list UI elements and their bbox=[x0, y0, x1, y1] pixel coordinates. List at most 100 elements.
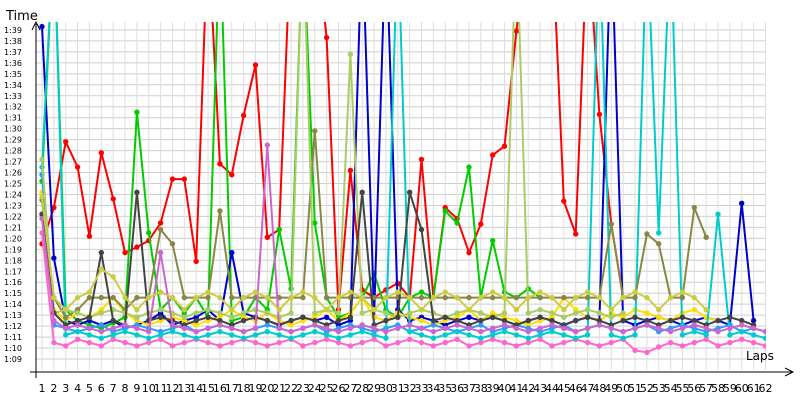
data-point bbox=[608, 314, 614, 320]
x-tick-label: 53 bbox=[652, 382, 666, 395]
data-point bbox=[537, 294, 543, 301]
x-tick-label: 25 bbox=[320, 382, 334, 395]
data-point bbox=[513, 28, 520, 34]
data-point bbox=[193, 310, 199, 316]
data-point bbox=[134, 109, 140, 115]
data-point bbox=[312, 294, 318, 301]
data-point bbox=[157, 249, 164, 256]
data-point bbox=[181, 325, 187, 331]
data-point bbox=[193, 335, 199, 341]
data-point bbox=[229, 249, 235, 256]
data-point bbox=[454, 317, 460, 324]
data-point bbox=[561, 332, 567, 338]
data-point bbox=[549, 310, 555, 316]
data-point bbox=[74, 310, 81, 316]
data-point bbox=[359, 328, 365, 335]
x-tick-label: 23 bbox=[296, 382, 310, 395]
data-point bbox=[644, 317, 650, 324]
data-point bbox=[240, 335, 247, 341]
series-11 bbox=[39, 193, 709, 313]
data-point bbox=[157, 332, 164, 338]
data-point bbox=[276, 325, 282, 331]
data-point bbox=[750, 317, 757, 324]
data-point bbox=[134, 244, 140, 250]
data-point bbox=[620, 294, 626, 301]
data-point bbox=[229, 325, 235, 331]
data-point bbox=[157, 336, 164, 342]
data-point bbox=[181, 314, 187, 320]
x-tick-label: 40 bbox=[498, 382, 512, 395]
data-point bbox=[656, 325, 662, 331]
data-point bbox=[157, 314, 164, 320]
data-point bbox=[584, 307, 591, 313]
data-point bbox=[537, 336, 543, 342]
data-point bbox=[490, 289, 496, 295]
x-tick-label: 31 bbox=[391, 382, 405, 395]
data-point bbox=[347, 289, 354, 295]
data-point bbox=[632, 325, 638, 331]
data-point bbox=[240, 112, 247, 119]
x-tick-label: 16 bbox=[213, 382, 227, 395]
y-tick-label: 1:25 bbox=[4, 180, 22, 189]
data-point bbox=[264, 310, 270, 316]
x-tick-label: 33 bbox=[415, 382, 429, 395]
data-point bbox=[300, 325, 306, 331]
data-point bbox=[490, 325, 496, 331]
data-point bbox=[229, 294, 235, 301]
data-point bbox=[359, 294, 365, 301]
data-point bbox=[620, 310, 626, 316]
y-tick-label: 1:14 bbox=[4, 300, 22, 309]
data-point bbox=[145, 328, 152, 335]
series-line bbox=[41, 22, 625, 311]
data-point bbox=[466, 325, 472, 331]
data-point bbox=[715, 343, 721, 349]
x-tick-label: 5 bbox=[86, 382, 93, 395]
data-point bbox=[240, 294, 247, 301]
data-point bbox=[312, 220, 318, 226]
data-point bbox=[501, 294, 508, 301]
data-point bbox=[98, 343, 104, 349]
data-point bbox=[537, 332, 543, 338]
data-point bbox=[442, 314, 448, 320]
data-point bbox=[573, 335, 579, 341]
data-point bbox=[608, 332, 614, 338]
data-point bbox=[454, 336, 460, 342]
data-point bbox=[549, 343, 555, 349]
data-point bbox=[513, 343, 520, 349]
data-point bbox=[181, 307, 187, 313]
data-point bbox=[359, 322, 365, 328]
data-point bbox=[478, 339, 484, 346]
data-point bbox=[501, 310, 508, 316]
data-point bbox=[644, 231, 650, 237]
data-point bbox=[371, 325, 377, 331]
data-point bbox=[181, 176, 187, 182]
data-point bbox=[323, 325, 330, 331]
x-tick-label: 3 bbox=[62, 382, 69, 395]
data-point bbox=[134, 332, 140, 338]
data-point bbox=[74, 164, 81, 170]
data-point bbox=[501, 317, 508, 324]
data-point bbox=[371, 307, 377, 313]
data-point bbox=[252, 339, 259, 346]
data-point bbox=[181, 294, 187, 301]
data-point bbox=[703, 332, 709, 338]
data-point bbox=[620, 335, 626, 341]
data-point bbox=[86, 339, 93, 346]
data-point bbox=[632, 332, 638, 338]
data-point bbox=[74, 328, 81, 335]
data-point bbox=[501, 339, 508, 346]
data-point bbox=[110, 196, 116, 202]
x-tick-label: 49 bbox=[604, 382, 618, 395]
data-point bbox=[312, 317, 318, 324]
data-point bbox=[442, 339, 448, 346]
data-point bbox=[335, 294, 342, 301]
data-point bbox=[407, 336, 413, 342]
x-tick-label: 29 bbox=[367, 382, 381, 395]
data-point bbox=[86, 332, 93, 338]
data-point bbox=[252, 289, 259, 295]
x-tick-label: 18 bbox=[237, 382, 251, 395]
x-tick-label: 42 bbox=[521, 382, 535, 395]
data-point bbox=[288, 294, 294, 301]
data-point bbox=[39, 23, 45, 30]
data-point bbox=[703, 307, 709, 313]
